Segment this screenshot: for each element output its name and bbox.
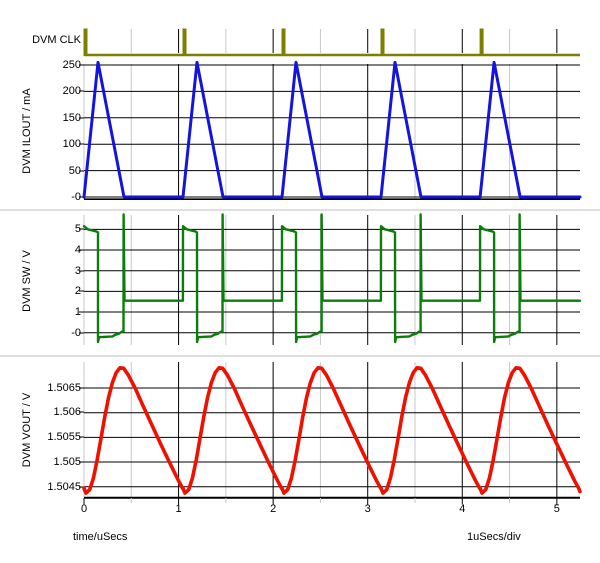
- vout-ytick-label: 1.506: [53, 406, 81, 418]
- clk-pulse: [182, 28, 187, 56]
- xtick-label: 4: [459, 503, 466, 515]
- sw-ytick-label: 3: [74, 265, 81, 277]
- sw-ytick-label: -0: [71, 327, 81, 339]
- sw-ytick-label: 4: [74, 244, 81, 256]
- sw-ytick-label: 5: [74, 223, 81, 235]
- ilout-ytick-label: 250: [62, 59, 81, 71]
- sw-ytick-label: 2: [74, 285, 81, 297]
- xaxis-title: time/uSecs: [73, 531, 128, 543]
- vout-ytick-label: 1.505: [53, 456, 81, 468]
- vout-ytick-label: 1.5065: [47, 382, 81, 394]
- xtick-label: 3: [364, 503, 371, 515]
- ilout-ytick-label: 150: [62, 112, 81, 124]
- xtick-label: 2: [270, 503, 277, 515]
- ilout-trace: [82, 60, 582, 199]
- clk-trace-label: DVM CLK: [32, 34, 81, 46]
- vout-ytick-label: 1.5055: [47, 431, 81, 443]
- clk-pulse: [380, 28, 385, 56]
- ilout-ytick-label: 100: [62, 138, 81, 150]
- xtick-label: 0: [80, 503, 88, 515]
- clk-pulse: [83, 28, 88, 56]
- clk-pulse: [479, 28, 484, 56]
- sw-axis-title: DVM SW / V: [21, 250, 33, 312]
- ilout-ytick-label: -0: [71, 191, 81, 203]
- vout-ytick-label: 1.5045: [47, 481, 81, 493]
- xaxis-scale-label: 1uSecs/div: [467, 531, 521, 543]
- xtick-label: 1: [175, 503, 182, 515]
- clk-pulse: [281, 28, 286, 56]
- xtick-label: 5: [553, 503, 560, 515]
- sw-ytick-label: 1: [74, 306, 81, 318]
- ilout-axis-title: DVM ILOUT / mA: [21, 88, 33, 174]
- sw-trace: [82, 213, 582, 344]
- ilout-ytick-label: 200: [62, 85, 81, 97]
- vout-trace: [82, 366, 582, 495]
- ilout-ytick-label: 50: [68, 165, 81, 177]
